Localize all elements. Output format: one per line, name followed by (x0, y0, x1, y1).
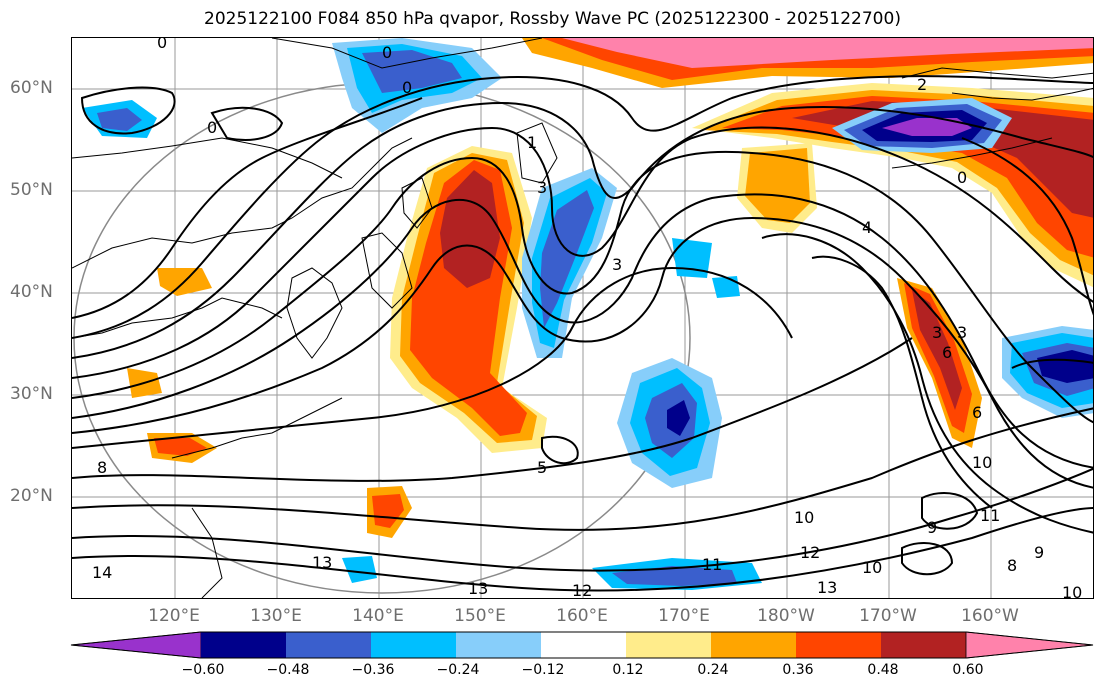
contour-label: 0 (957, 168, 967, 187)
contour-label: 9 (927, 518, 937, 537)
contour-label: 3 (537, 178, 547, 197)
contour-label: 6 (972, 403, 982, 422)
contour-label: 10 (1062, 583, 1082, 599)
lat-label-60n: 60°N (10, 78, 53, 98)
colorbar-tick: −0.60 (181, 662, 225, 678)
lat-label-30n: 30°N (10, 384, 53, 404)
lon-label-160w: 160°W (961, 606, 1019, 626)
contour-label: 10 (972, 453, 992, 472)
colorbar-segment (711, 632, 796, 658)
colorbar-segment (371, 632, 456, 658)
contour-label: 0 (382, 43, 392, 62)
lon-label-150e: 150°E (454, 606, 506, 626)
contour-label: 4 (862, 218, 872, 237)
map-panel[interactable]: 0 0 0 0 1 3 3 4 3 6 8 9 10 10 11 12 13 1… (71, 37, 1094, 599)
colorbar-tick: 0.12 (612, 662, 644, 678)
colorbar-tick: −0.36 (351, 662, 395, 678)
contour-label: 10 (794, 508, 814, 527)
contours (72, 75, 1093, 592)
lon-label-130e: 130°E (250, 606, 302, 626)
contour-label: 14 (92, 563, 112, 582)
lat-label-20n: 20°N (10, 486, 53, 506)
contour-label: 0 (402, 78, 412, 97)
colorbar-tick: −0.48 (266, 662, 310, 678)
contour-label: 1 (527, 133, 537, 152)
map-canvas: 0 0 0 0 1 3 3 4 3 6 8 9 10 10 11 12 13 1… (72, 38, 1093, 599)
colorbar-segment (201, 632, 286, 658)
lon-label-180w: 180°W (757, 606, 815, 626)
lon-label-170w: 170°W (859, 606, 917, 626)
lon-label-120e: 120°E (148, 606, 200, 626)
contour-label: 12 (800, 543, 820, 562)
contour-label: 3 (932, 323, 942, 342)
colorbar-tick: 0.60 (952, 662, 984, 678)
colorbar-tick: −0.24 (436, 662, 480, 678)
contour-label: 3 (612, 255, 622, 274)
colorbar-segment (286, 632, 371, 658)
coastlines (72, 38, 1093, 598)
colorbar-segment (70, 631, 202, 659)
contour-label: 8 (97, 458, 107, 477)
lon-label-170e: 170°E (658, 606, 710, 626)
map-title: 2025122100 F084 850 hPa qvapor, Rossby W… (204, 9, 901, 29)
contour-label: 11 (980, 506, 1000, 525)
contour-label: 13 (468, 579, 488, 598)
contour-label: 5 (537, 458, 547, 477)
colorbar-segment (965, 631, 1094, 659)
contour-label: 9 (1034, 543, 1044, 562)
lat-label-50n: 50°N (10, 180, 53, 200)
colorbar-tick: 0.24 (697, 662, 729, 678)
colorbar-segment (626, 632, 711, 658)
lat-label-40n: 40°N (10, 282, 53, 302)
lon-label-160e: 160°E (556, 606, 608, 626)
contour-label: 2 (917, 75, 927, 94)
colorbar-segment (456, 632, 541, 658)
contour-label: 10 (862, 558, 882, 577)
contour-label: 3 (957, 323, 967, 342)
colorbar-segment (881, 632, 966, 658)
colorbar-segment (796, 632, 881, 658)
contour-label: 8 (1007, 556, 1017, 575)
colorbar-tick: 0.36 (782, 662, 814, 678)
colorbar-segment (541, 632, 626, 658)
contour-label: 12 (572, 581, 592, 599)
colorbar-tick: −0.12 (521, 662, 565, 678)
contour-label: 6 (942, 343, 952, 362)
contour-labels: 0 0 0 0 1 3 3 4 3 6 8 9 10 10 11 12 13 1… (92, 38, 1082, 599)
contour-label: 0 (157, 38, 167, 52)
colorbar-tick: 0.48 (867, 662, 899, 678)
contour-label: 13 (312, 553, 332, 572)
contour-label: 0 (207, 118, 217, 137)
contour-label: 11 (702, 555, 722, 574)
colorbar (70, 631, 1094, 659)
contour-label: 13 (817, 578, 837, 597)
lon-label-140e: 140°E (352, 606, 404, 626)
